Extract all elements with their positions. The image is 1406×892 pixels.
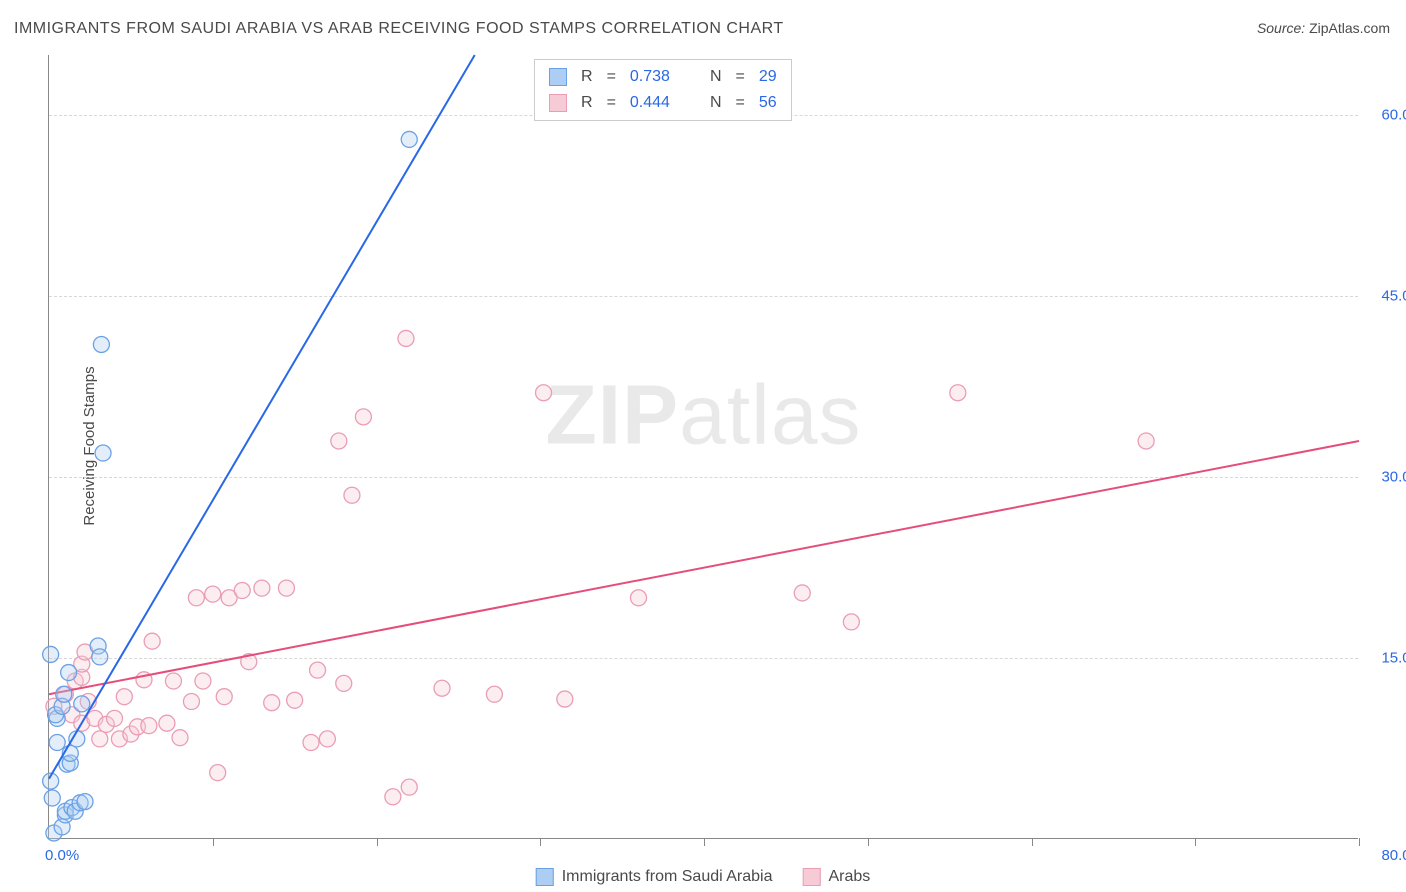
- scatter-point-blue: [74, 696, 90, 712]
- scatter-point-pink: [254, 580, 270, 596]
- legend-row-pink: R = 0.444 N = 56: [549, 90, 777, 116]
- scatter-point-pink: [631, 590, 647, 606]
- scatter-point-pink: [92, 731, 108, 747]
- scatter-point-pink: [287, 692, 303, 708]
- scatter-point-pink: [107, 710, 123, 726]
- scatter-point-pink: [172, 730, 188, 746]
- scatter-point-pink: [486, 686, 502, 702]
- x-tick: [1359, 838, 1360, 846]
- correlation-legend: R = 0.738 N = 29 R = 0.444 N = 56: [534, 59, 792, 121]
- scatter-point-pink: [398, 330, 414, 346]
- scatter-point-pink: [183, 693, 199, 709]
- x-tick: [704, 838, 705, 846]
- chart-title: IMMIGRANTS FROM SAUDI ARABIA VS ARAB REC…: [14, 20, 784, 38]
- x-tick: [1032, 838, 1033, 846]
- source-attribution: Source: ZipAtlas.com: [1257, 20, 1390, 36]
- x-tick: [213, 838, 214, 846]
- scatter-point-pink: [210, 765, 226, 781]
- scatter-point-blue: [93, 336, 109, 352]
- scatter-point-blue: [92, 649, 108, 665]
- source-label: Source:: [1257, 20, 1305, 36]
- scatter-point-blue: [401, 131, 417, 147]
- scatter-point-pink: [1138, 433, 1154, 449]
- scatter-point-pink: [557, 691, 573, 707]
- scatter-point-blue: [95, 445, 111, 461]
- scatter-point-pink: [303, 735, 319, 751]
- scatter-point-blue: [49, 735, 65, 751]
- scatter-point-blue: [77, 794, 93, 810]
- y-tick-label: 30.0%: [1368, 469, 1406, 486]
- legend-N-blue: 29: [759, 68, 777, 86]
- scatter-point-blue: [56, 686, 72, 702]
- series-legend: Immigrants from Saudi Arabia Arabs: [536, 868, 871, 886]
- x-tick: [868, 838, 869, 846]
- scatter-point-pink: [310, 662, 326, 678]
- scatter-point-blue: [44, 790, 60, 806]
- y-tick-label: 60.0%: [1368, 107, 1406, 124]
- x-tick: [377, 838, 378, 846]
- scatter-point-pink: [264, 695, 280, 711]
- legend-eq: =: [736, 94, 745, 112]
- legend-R-blue: 0.738: [630, 68, 670, 86]
- x-origin-label: 0.0%: [45, 847, 79, 864]
- y-tick-label: 45.0%: [1368, 288, 1406, 305]
- x-max-label: 80.0%: [1368, 847, 1406, 864]
- scatter-point-pink: [205, 586, 221, 602]
- scatter-point-pink: [278, 580, 294, 596]
- scatter-point-blue: [43, 646, 59, 662]
- legend-label-blue: Immigrants from Saudi Arabia: [562, 868, 773, 886]
- legend-R-label: R: [581, 68, 593, 86]
- scatter-point-pink: [536, 385, 552, 401]
- legend-R-pink: 0.444: [630, 94, 670, 112]
- scatter-point-pink: [141, 718, 157, 734]
- x-tick: [1195, 838, 1196, 846]
- swatch-pink: [802, 868, 820, 886]
- scatter-point-pink: [794, 585, 810, 601]
- y-tick-label: 15.0%: [1368, 650, 1406, 667]
- scatter-point-pink: [159, 715, 175, 731]
- swatch-blue: [536, 868, 554, 886]
- scatter-point-pink: [331, 433, 347, 449]
- legend-row-blue: R = 0.738 N = 29: [549, 64, 777, 90]
- swatch-blue: [549, 68, 567, 86]
- scatter-point-pink: [950, 385, 966, 401]
- scatter-point-pink: [195, 673, 211, 689]
- scatter-point-pink: [188, 590, 204, 606]
- legend-R-label: R: [581, 94, 593, 112]
- scatter-point-pink: [144, 633, 160, 649]
- trend-line-pink: [49, 441, 1359, 694]
- scatter-point-pink: [401, 779, 417, 795]
- legend-N-label: N: [710, 68, 722, 86]
- scatter-point-pink: [216, 689, 232, 705]
- scatter-point-pink: [355, 409, 371, 425]
- scatter-svg: [49, 55, 1358, 838]
- scatter-point-pink: [385, 789, 401, 805]
- swatch-pink: [549, 94, 567, 112]
- scatter-point-pink: [165, 673, 181, 689]
- chart-plot-area: ZIPatlas R = 0.738 N = 29 R = 0.444 N = …: [48, 55, 1358, 839]
- legend-N-label: N: [710, 94, 722, 112]
- legend-label-pink: Arabs: [828, 868, 870, 886]
- legend-item-blue: Immigrants from Saudi Arabia: [536, 868, 773, 886]
- x-tick: [540, 838, 541, 846]
- legend-eq: =: [607, 94, 616, 112]
- scatter-point-pink: [843, 614, 859, 630]
- trend-line-blue: [49, 55, 475, 779]
- scatter-point-pink: [234, 583, 250, 599]
- scatter-point-pink: [319, 731, 335, 747]
- scatter-point-pink: [344, 487, 360, 503]
- source-value: ZipAtlas.com: [1309, 20, 1390, 36]
- legend-N-pink: 56: [759, 94, 777, 112]
- scatter-point-pink: [336, 675, 352, 691]
- legend-eq: =: [607, 68, 616, 86]
- scatter-point-pink: [116, 689, 132, 705]
- legend-item-pink: Arabs: [802, 868, 870, 886]
- scatter-point-pink: [434, 680, 450, 696]
- scatter-point-blue: [61, 665, 77, 681]
- legend-eq: =: [736, 68, 745, 86]
